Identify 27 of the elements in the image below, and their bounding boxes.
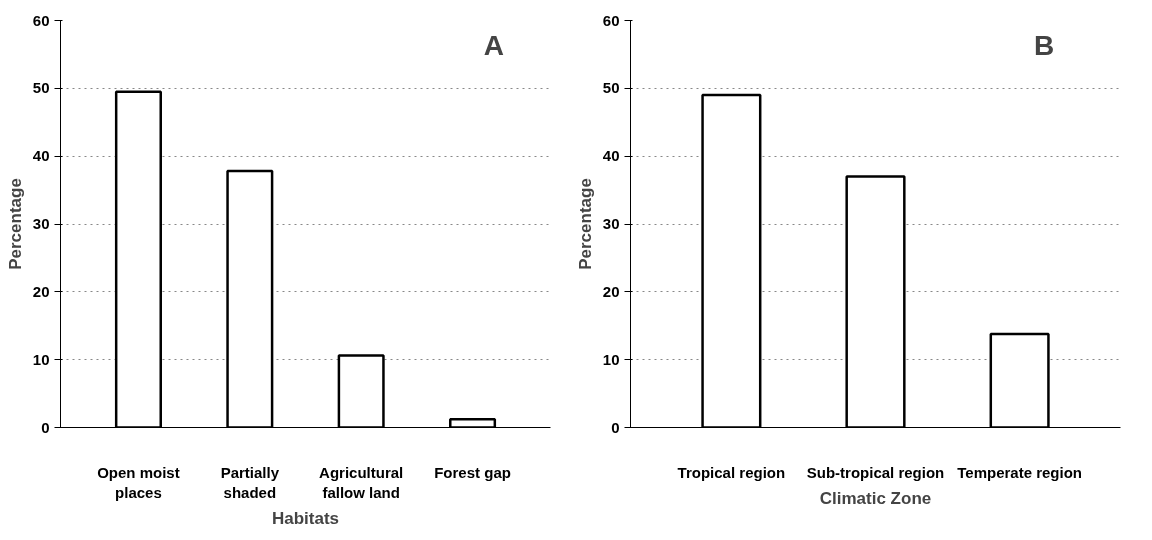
y-tick-label: 0 — [41, 418, 50, 436]
x-tick-label: Open moist places — [97, 463, 180, 501]
y-tick-label: 60 — [602, 11, 620, 29]
y-axis-title: Percentage — [575, 178, 595, 270]
x-tick-label: Tropical region — [677, 463, 786, 481]
x-axis-title: Habitats — [271, 508, 340, 528]
y-tick-label: 30 — [602, 215, 620, 232]
y-tick-label: 40 — [32, 147, 50, 165]
annotation: B — [1034, 30, 1055, 62]
x-axis-title: Climatic Zone — [819, 488, 932, 508]
y-tick-label: 20 — [602, 282, 620, 300]
annotation: A — [483, 30, 504, 62]
y-axis-title: Percentage — [5, 178, 25, 270]
x-tick-label: Temperate region — [957, 463, 1083, 481]
y-tick-label: 30 — [32, 215, 50, 232]
y-tick-label: 20 — [32, 282, 50, 300]
y-tick-label: 60 — [32, 11, 50, 29]
y-tick-label: 10 — [32, 350, 50, 368]
y-tick-label: 50 — [602, 79, 620, 97]
y-tick-label: 0 — [611, 418, 620, 436]
x-tick-label: Partially shaded — [220, 463, 280, 501]
y-tick-label: 50 — [32, 79, 50, 97]
y-tick-label: 10 — [602, 350, 620, 368]
x-tick-label: Forest gap — [434, 463, 511, 481]
x-tick-label: Sub-tropical region — [806, 463, 945, 481]
x-tick-label: Agricultural fallow land — [319, 463, 404, 501]
y-tick-label: 40 — [602, 147, 620, 165]
